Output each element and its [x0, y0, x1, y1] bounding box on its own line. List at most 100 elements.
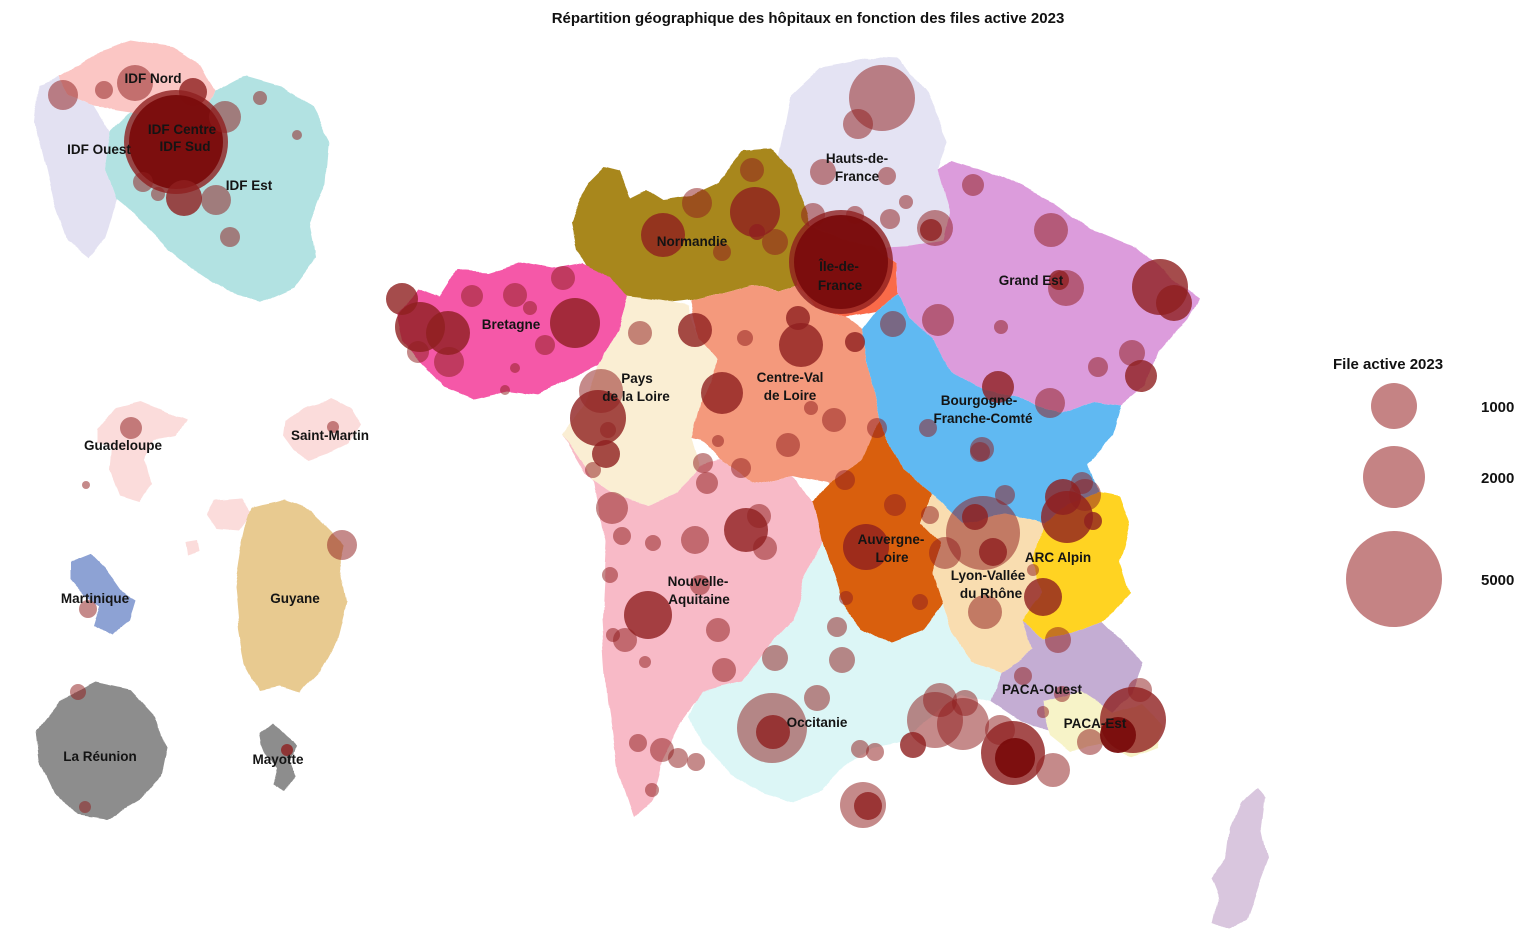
region-label: Auvergne- [858, 532, 925, 547]
hospital-bubble [994, 320, 1008, 334]
hospital-bubble [1119, 340, 1145, 366]
region-label: IDF Nord [125, 71, 182, 86]
hospital-bubble [762, 645, 788, 671]
hospital-bubble [696, 472, 718, 494]
hospital-bubble [843, 109, 873, 139]
region-label: Nouvelle- [668, 574, 729, 589]
hospital-bubble [995, 485, 1015, 505]
hospital-bubble [641, 213, 685, 257]
hospital-bubble [1125, 360, 1157, 392]
legend-bubble-5000 [1346, 531, 1442, 627]
region-idf-ouest [36, 76, 116, 256]
hospital-bubble [762, 229, 788, 255]
hospital-bubble [839, 591, 853, 605]
region-label: IDF Sud [160, 139, 211, 154]
hospital-bubble [523, 301, 537, 315]
hospital-bubble [253, 91, 267, 105]
hospital-bubble [129, 95, 223, 189]
region-bourgogne-franche-comte [862, 292, 1122, 524]
map-title: Répartition géographique des hôpitaux en… [552, 10, 1065, 27]
hospital-bubble [804, 401, 818, 415]
hospital-bubble [461, 285, 483, 307]
hospital-bubble [220, 227, 240, 247]
hospital-bubble [835, 470, 855, 490]
hospital-bubble [982, 371, 1014, 403]
hospital-bubble [1071, 472, 1093, 494]
hospital-bubble [962, 504, 988, 530]
hospital-bubble [681, 526, 709, 554]
hospital-bubble [693, 453, 713, 473]
hospital-bubble [79, 600, 97, 618]
hospital-bubble [592, 440, 620, 468]
hospital-bubble [851, 740, 869, 758]
hospital-bubble [712, 435, 724, 447]
region-mayotte [258, 720, 296, 792]
legend: File active 2023 1000 2000 5000 [1333, 356, 1514, 627]
hospital-bubble [749, 224, 765, 240]
hospital-bubble [500, 385, 510, 395]
legend-value-2000: 2000 [1481, 470, 1514, 487]
hospital-bubble [731, 458, 751, 478]
legend-title: File active 2023 [1333, 356, 1443, 373]
region-label: Guyane [270, 591, 320, 606]
hospital-bubble [95, 81, 113, 99]
hospital-bubble [629, 734, 647, 752]
hospital-bubble [281, 744, 293, 756]
hospital-bubble [880, 311, 906, 337]
region-label: France [835, 169, 880, 184]
region-label: La Réunion [63, 749, 137, 764]
hospital-bubble [794, 215, 888, 309]
region-label: Franche-Comté [933, 411, 1033, 426]
hospital-bubble [713, 243, 731, 261]
hospital-bubble [899, 195, 913, 209]
region-label: Lyon-Vallée [951, 568, 1026, 583]
region-label: Pays [621, 371, 653, 386]
hospital-bubble [878, 167, 896, 185]
hospital-bubble [827, 617, 847, 637]
region-martinique [70, 554, 136, 636]
hospital-bubble [929, 537, 961, 569]
hospital-bubble [650, 738, 674, 762]
hospital-bubble [1077, 729, 1103, 755]
hospital-bubble [600, 422, 616, 438]
hospital-bubble [550, 298, 600, 348]
hospital-bubble [687, 753, 705, 771]
region-guadeloupe [96, 402, 186, 502]
legend-value-5000: 5000 [1481, 572, 1514, 589]
hospital-bubble [628, 321, 652, 345]
hospital-bubble [880, 209, 900, 229]
hospital-bubble [962, 174, 984, 196]
hospital-bubble [690, 575, 710, 595]
region-corse [1212, 788, 1268, 930]
hospital-bubble [1036, 753, 1070, 787]
region-label: Saint-Martin [291, 428, 369, 443]
hospital-bubble [740, 158, 764, 182]
hospital-bubble [166, 180, 202, 216]
hospital-bubble [79, 801, 91, 813]
hospital-bubble [1128, 678, 1152, 702]
hospital-bubble [1014, 667, 1032, 685]
hospital-bubble [701, 372, 743, 414]
hospital-bubble [585, 462, 601, 478]
hospital-bubble [668, 748, 688, 768]
region-label: de Loire [764, 388, 817, 403]
hospital-bubble [678, 313, 712, 347]
hospital-bubble [1034, 213, 1068, 247]
hospital-bubble [645, 535, 661, 551]
hospital-bubble [1041, 491, 1093, 543]
hospital-bubble [201, 185, 231, 215]
hospital-bubble [551, 266, 575, 290]
region-label: PACA-Ouest [1002, 682, 1083, 697]
hospital-bubble [151, 187, 165, 201]
region-label: IDF Est [226, 178, 273, 193]
hospital-bubble [730, 187, 780, 237]
hospital-bubble [979, 538, 1007, 566]
region-label: de la Loire [602, 389, 670, 404]
hospital-bubble [776, 433, 800, 457]
hospital-bubble [737, 330, 753, 346]
hospital-bubble [292, 130, 302, 140]
hospital-bubble [779, 323, 823, 367]
region-label: France [818, 278, 863, 293]
hospital-bubble [596, 492, 628, 524]
